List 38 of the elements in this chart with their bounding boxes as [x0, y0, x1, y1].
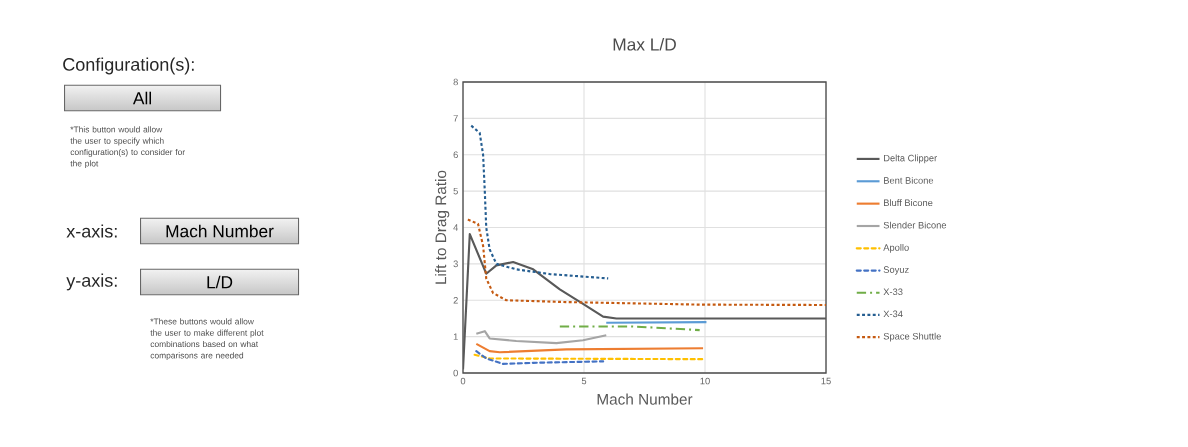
text: Configuration(s):	[63, 57, 194, 75]
text: *These buttons would allow the user to make different plot combinations based on what comparisons are needed	[150, 318, 264, 361]
y-tick-label: 2	[453, 297, 458, 304]
text: All	[132, 91, 152, 105]
x-tick-label: 10	[700, 377, 710, 385]
y-tick-label: 3	[453, 260, 458, 268]
x-tick-label: 15	[821, 377, 831, 385]
y-tick-label: 7	[453, 115, 458, 122]
legend-label: Space Shuttle	[883, 332, 941, 342]
y-tick-label: 5	[453, 187, 458, 195]
legend-label: Slender Bicone	[883, 221, 947, 229]
legend-label: Delta Clipper	[884, 154, 938, 164]
line-series	[466, 218, 827, 307]
x-tick-label: 0	[460, 377, 466, 385]
legend-label: Apollo	[883, 244, 909, 253]
y-tick-label: 0	[453, 369, 458, 377]
line-series	[475, 350, 605, 365]
text: *This button would allow the user to specify which configuration(s) to consider for the plot	[70, 126, 185, 169]
text: y-axis:	[66, 273, 117, 291]
text: L/D	[207, 275, 233, 289]
line-series	[475, 342, 705, 354]
x-axis-title: Mach Number	[597, 393, 693, 405]
y-axis-title: Lift to Drag Ratio	[435, 170, 450, 284]
legend-label: Soyuz	[883, 266, 909, 275]
line-series	[470, 124, 610, 280]
text: x-axis:	[66, 224, 117, 238]
legend-label: X-33	[883, 288, 903, 296]
chart-title: Max L/D	[613, 37, 676, 51]
legend-label: X-34	[883, 310, 903, 318]
y-tick-label: 1	[453, 333, 458, 340]
y-tick-label: 8	[453, 78, 458, 86]
y-tick-label: 4	[453, 224, 459, 231]
x-tick-label: 5	[581, 377, 587, 385]
text: Mach Number	[166, 224, 274, 238]
legend-label: Bent Bicone	[884, 176, 934, 184]
y-tick-label: 6	[453, 151, 458, 159]
legend-label: Bluff Bicone	[884, 199, 933, 207]
line-series	[475, 330, 608, 345]
